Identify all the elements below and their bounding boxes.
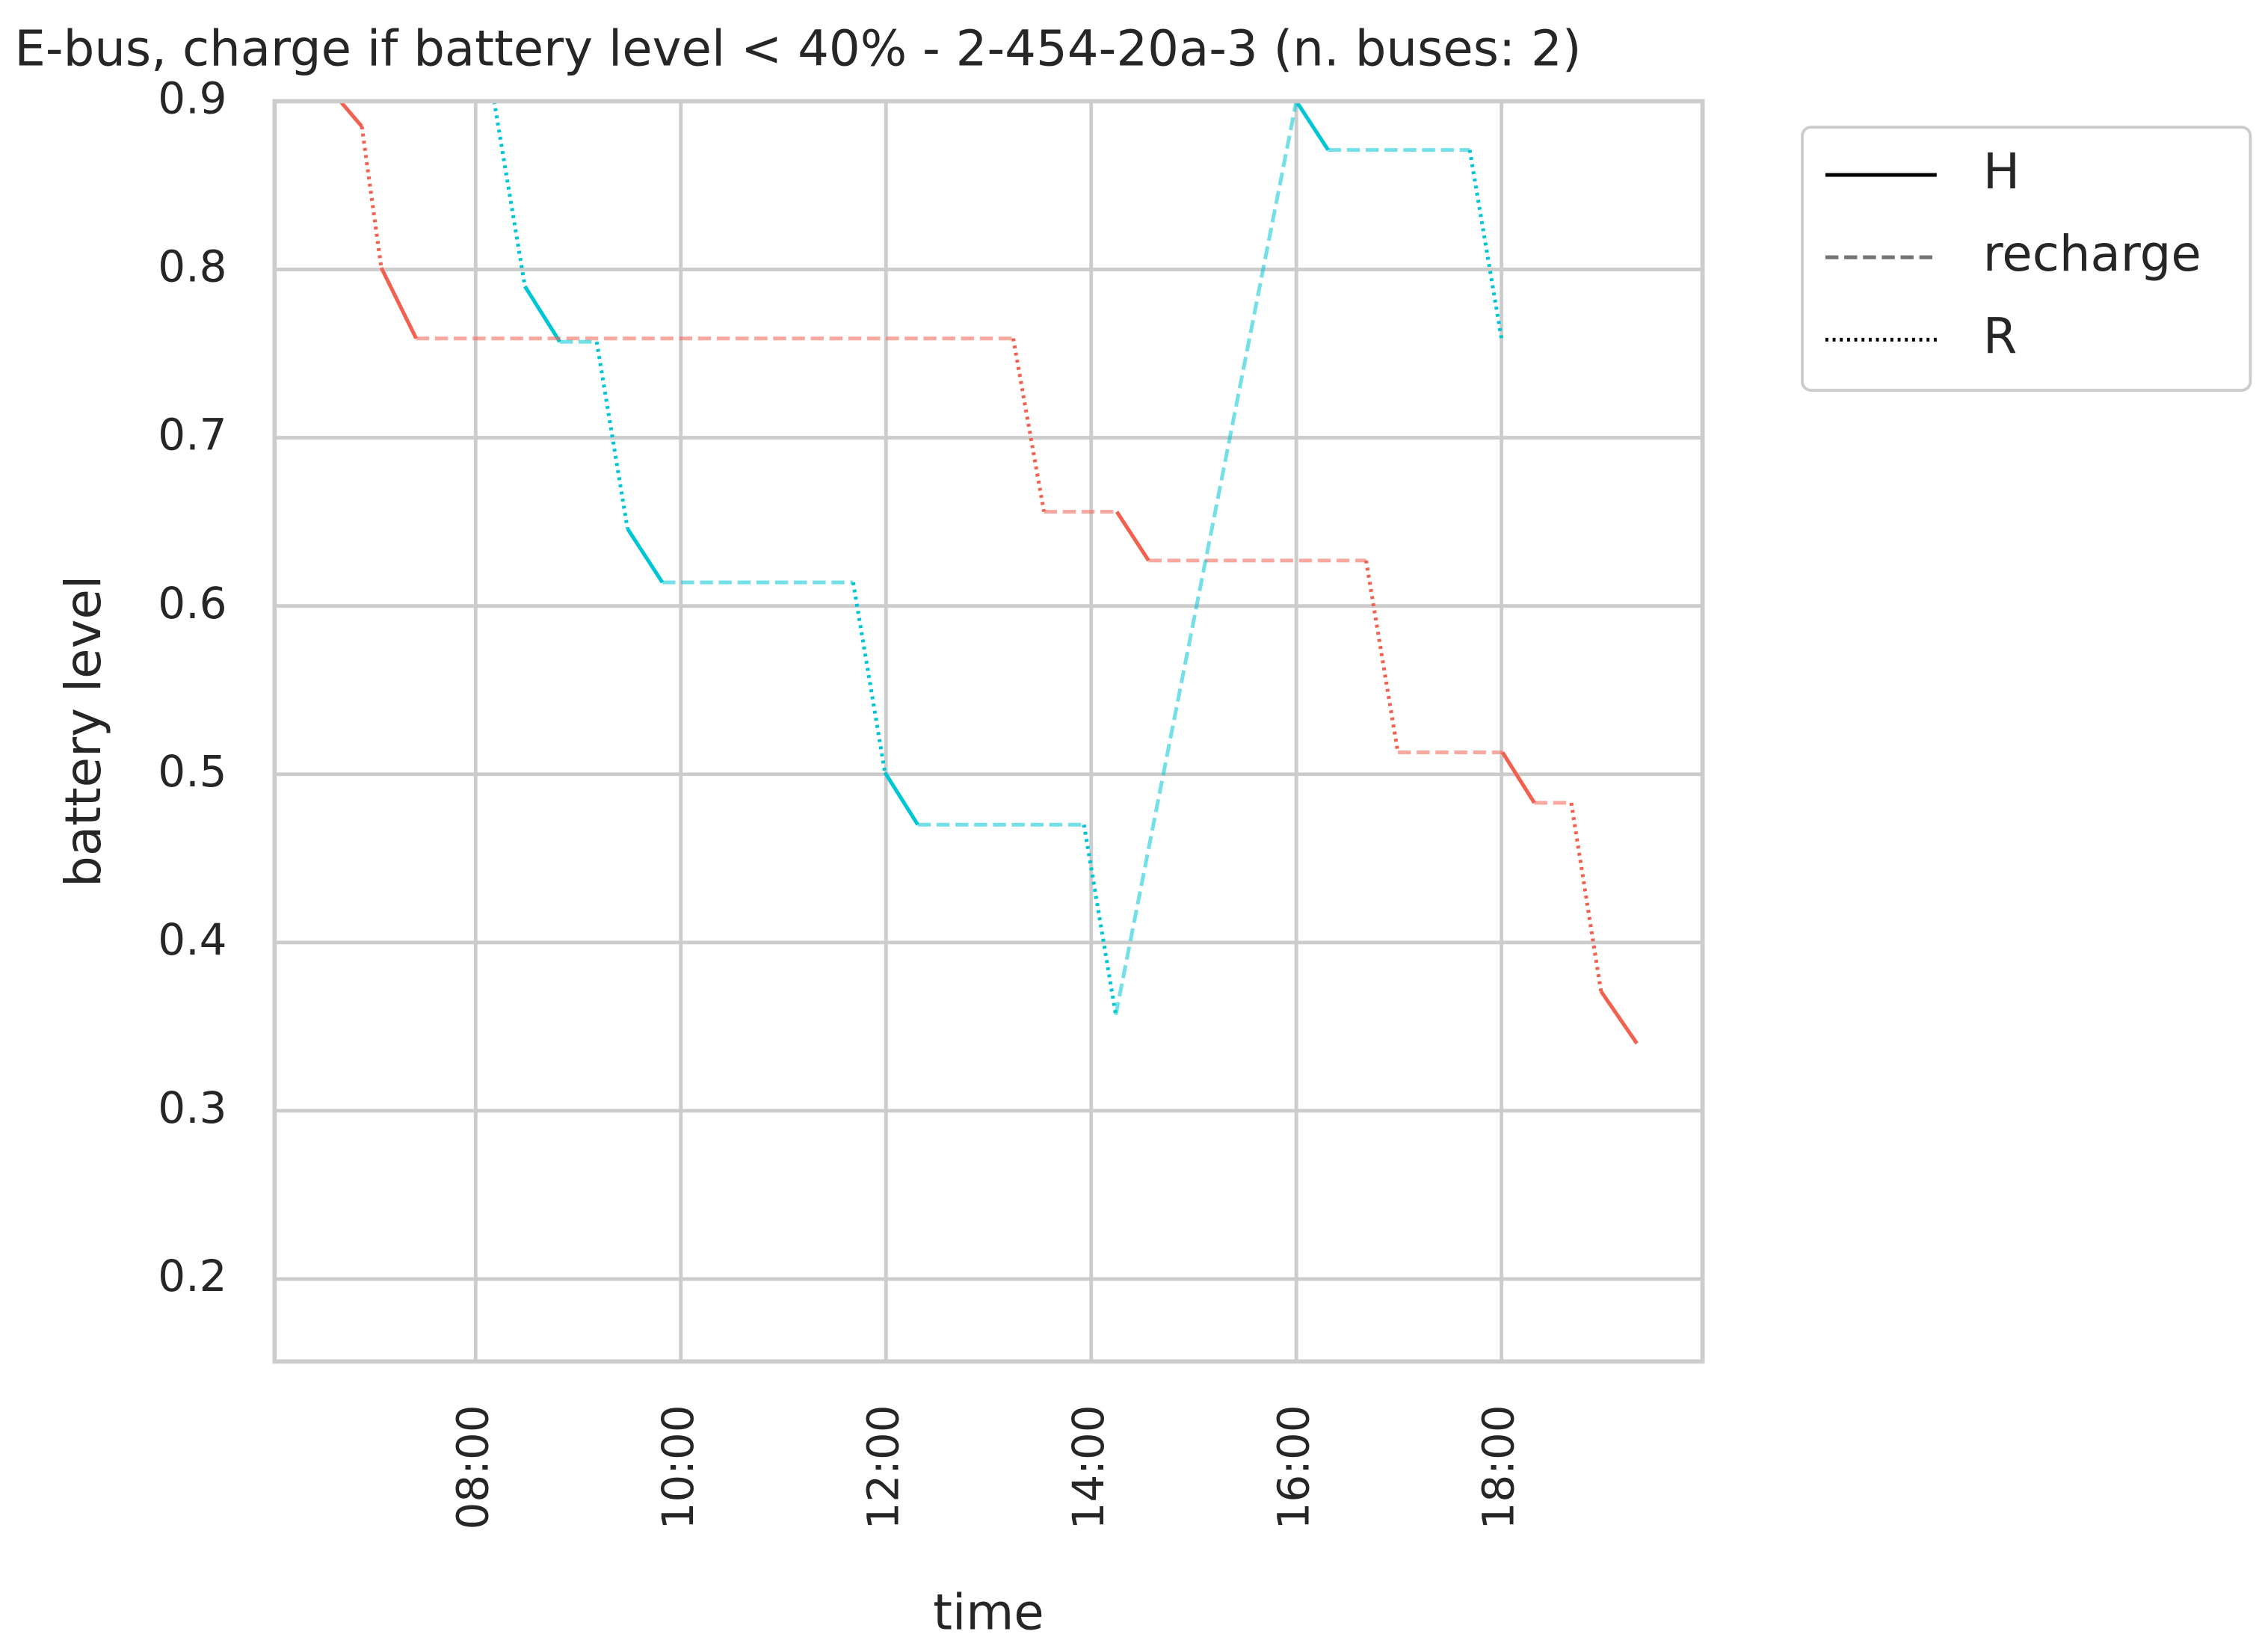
y-tick-label: 0.5	[158, 746, 226, 797]
legend-label: recharge	[1983, 225, 2201, 283]
lines	[339, 101, 1639, 1045]
series-line	[1569, 802, 1603, 992]
series-line	[851, 582, 887, 773]
y-tick-label: 0.3	[158, 1082, 226, 1133]
series-line	[339, 101, 363, 128]
series-line	[379, 267, 418, 339]
legend-label: H	[1983, 143, 2020, 200]
x-tick-label: 12:00	[857, 1405, 908, 1529]
series-line	[1500, 751, 1536, 804]
y-tick-label: 0.6	[158, 578, 226, 629]
y-tick-label: 0.8	[158, 241, 226, 292]
series-line	[1082, 824, 1118, 1016]
chart-title: E-bus, charge if battery level < 40% - 2…	[14, 20, 1581, 78]
x-tick-label: 16:00	[1268, 1405, 1319, 1529]
legend-label: R	[1983, 307, 2018, 365]
x-axis-label: time	[933, 1584, 1044, 1642]
y-tick-label: 0.7	[158, 410, 226, 460]
series-line	[1467, 150, 1504, 339]
series-line	[523, 285, 561, 343]
series-line	[360, 126, 383, 268]
series-line	[492, 101, 527, 287]
x-tick-label: 18:00	[1473, 1405, 1524, 1529]
y-tick-label: 0.2	[158, 1251, 226, 1301]
y-tick-label: 0.4	[158, 914, 226, 965]
series-line	[594, 341, 629, 529]
series-line	[883, 771, 919, 826]
x-tick-label: 14:00	[1063, 1405, 1114, 1529]
y-axis-label: battery level	[55, 576, 112, 887]
legend-box	[1801, 126, 2252, 392]
y-tick-label: 0.9	[158, 73, 226, 123]
x-tick-label: 10:00	[653, 1405, 703, 1529]
series-line	[1114, 101, 1298, 1016]
series-line	[626, 527, 665, 584]
x-tick-label: 08:00	[447, 1405, 498, 1529]
series-line	[1115, 511, 1150, 562]
series-line	[1599, 990, 1639, 1045]
series-line	[1011, 338, 1047, 513]
series-line	[1295, 101, 1330, 152]
plot-frame	[272, 99, 1705, 1364]
